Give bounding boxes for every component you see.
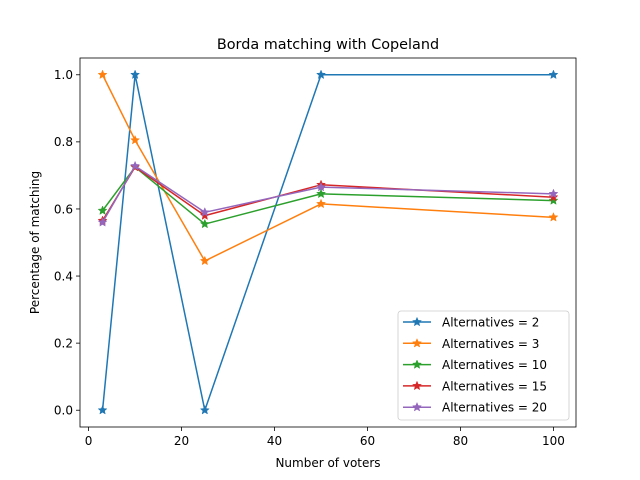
y-tick-label: 0.0 [54,404,73,418]
y-axis: 0.0 0.2 0.4 0.6 0.8 1.0 [54,68,80,418]
data-point [316,181,327,192]
legend-item: Alternatives = 15 [403,379,547,393]
data-point [130,134,141,145]
legend-marker [412,359,422,369]
legend-box [397,310,570,421]
y-axis-label: Percentage of matching [28,171,42,314]
legend-label: Alternatives = 20 [442,401,547,415]
data-point [199,404,210,415]
data-point [199,218,210,229]
data-point [97,217,108,227]
series-1 [97,69,559,415]
series-layer [97,69,559,415]
y-tick-label: 0.8 [54,135,73,149]
plot-area [79,57,577,428]
x-tick-label: 60 [360,434,375,448]
series-line [101,166,554,225]
data-point [548,195,559,205]
legend-item: Alternatives = 3 [403,337,539,351]
data-point [548,69,559,80]
y-tick-label: 0.2 [54,336,73,350]
y-tick-label: 0.6 [54,202,73,216]
legend-label: Alternatives = 2 [442,316,539,330]
x-tick-label: 80 [453,434,468,448]
legend-item: Alternatives = 10 [403,358,547,372]
x-tick-label: 100 [542,434,565,448]
y-tick-label: 1.0 [54,68,73,82]
data-point [548,188,559,199]
series-2 [97,69,559,266]
x-tick-label: 20 [174,434,189,448]
data-point [97,404,108,415]
legend-label: Alternatives = 15 [442,379,547,393]
data-point [316,188,327,199]
x-tick-label: 0 [85,434,93,448]
legend-item: Alternatives = 20 [403,401,547,415]
legend: Alternatives = 2 Alternatives = 3 Alternat… [397,310,570,421]
legend-label: Alternatives = 3 [442,337,539,351]
data-point [97,205,108,215]
data-point [316,69,327,80]
data-point [97,69,108,80]
legend-marker [412,380,422,391]
data-point [548,212,559,222]
chart-title: Borda matching with Copeland [217,37,439,53]
data-point [316,198,327,209]
data-point [199,210,210,220]
x-axis: 0 20 40 60 80 100 [85,427,565,448]
data-point [130,69,141,80]
data-point [199,255,210,266]
data-point [130,160,141,171]
data-point [548,191,559,202]
x-tick-label: 40 [267,434,282,448]
legend-marker [412,316,422,327]
legend-marker [412,338,422,348]
series-line [101,74,554,262]
legend-marker [412,401,422,412]
legend-label: Alternatives = 10 [442,358,547,372]
series-5 [97,160,559,227]
y-tick-label: 0.4 [54,269,73,283]
legend-item: Alternatives = 2 [403,316,539,330]
data-point [199,207,210,217]
x-axis-label: Number of voters [275,456,380,470]
